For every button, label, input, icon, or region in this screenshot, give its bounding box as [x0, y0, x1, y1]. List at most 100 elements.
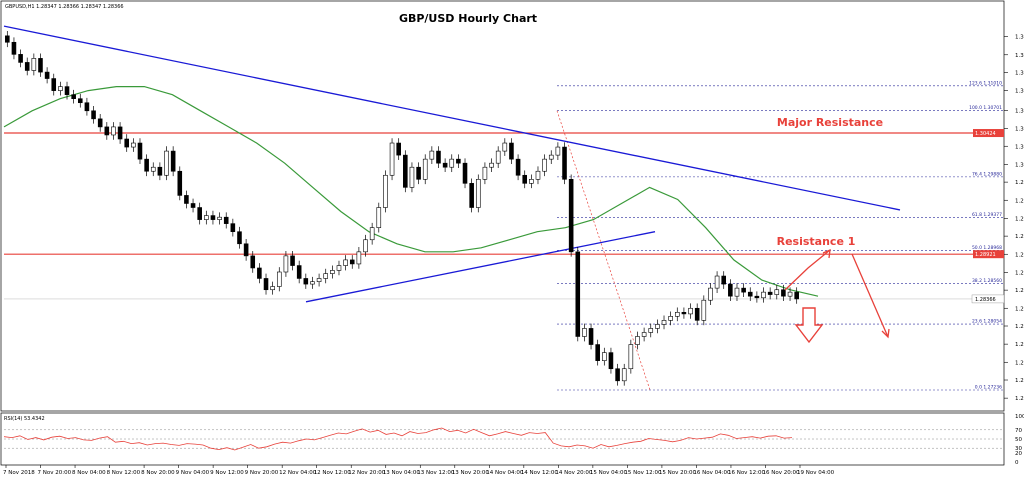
fib-connector-line [556, 110, 651, 391]
price-tick-label: 1.29365 [1015, 216, 1024, 222]
candle-body [270, 286, 275, 291]
down-arrow-head [881, 328, 890, 339]
price-axis: 1.31620 1.31395 1.31175 1.30950 1.30705 1.304… [1004, 35, 1024, 402]
candle-body [170, 150, 176, 172]
resistance-price-tag [973, 250, 1004, 259]
candle-body [363, 239, 368, 253]
rsi-line [3, 427, 793, 451]
price-tick-label: 1.27580 [1015, 360, 1024, 366]
candle-body [11, 41, 17, 55]
price-tick-label: 1.29590 [1015, 198, 1024, 204]
price-tick-label: 1.29815 [1015, 180, 1024, 186]
price-tick-label: 1.31175 [1015, 71, 1024, 77]
rsi-panel-frame [0, 412, 1005, 466]
candle-body [144, 158, 149, 172]
candle-body [728, 283, 733, 297]
moving-average-line [3, 85, 819, 297]
time-tick-label: 15 Nov 04:00 [590, 470, 628, 476]
fib-level-label: 50.0 1.28968 [972, 245, 1002, 251]
candle-body [741, 287, 746, 293]
ascending-trendline [305, 231, 656, 303]
fib-level-label: 23.6 1.28054 [972, 319, 1002, 325]
candle-body [529, 179, 534, 184]
candle-body [754, 295, 760, 299]
candle-body [708, 287, 713, 301]
moving-average [3, 85, 819, 297]
current-price-tag [971, 294, 1005, 304]
candle-body [661, 320, 667, 325]
candle-body [568, 179, 574, 253]
candle-body [621, 368, 627, 382]
candle-body [562, 146, 567, 180]
candle-body [522, 174, 528, 184]
candle-body [787, 291, 793, 297]
price-tick-label: 1.31395 [1015, 53, 1024, 59]
candle-body [303, 278, 309, 285]
candle-body [515, 158, 521, 176]
price-tick-label: 1.28475 [1015, 288, 1024, 294]
trendlines [3, 25, 901, 303]
candle-body [681, 312, 687, 315]
candle-body [396, 142, 401, 156]
candle-body [150, 166, 156, 172]
time-tick-label: 9 Nov 20:00 [245, 470, 279, 476]
candle-body [177, 170, 183, 196]
resistance-price-tag [973, 129, 1004, 138]
rsi-series [3, 427, 793, 451]
chart-title: GBP/USD Hourly Chart [399, 12, 537, 25]
candle-body [767, 291, 773, 295]
candle-body [104, 126, 110, 136]
price-tick-label: 1.30260 [1015, 144, 1024, 150]
fib-level-label: 76.4 1.29880 [972, 171, 1002, 177]
price-panel-frame [0, 0, 1005, 412]
candle-body [628, 344, 634, 370]
price-tick-label: 1.30950 [1015, 89, 1024, 95]
descending-trendline [3, 25, 901, 211]
candle-body [449, 158, 455, 168]
time-tick-label: 8 Nov 20:00 [141, 470, 175, 476]
time-tick-label: 16 Nov 12:00 [728, 470, 766, 476]
candle-body [602, 352, 607, 361]
time-tick-label: 15 Nov 12:00 [624, 470, 662, 476]
time-tick-label: 13 Nov 04:00 [383, 470, 421, 476]
resistance-price-label: 1.30424 [975, 131, 996, 137]
candle-body [734, 287, 740, 297]
time-tick-label: 8 Nov 12:00 [107, 470, 141, 476]
time-tick-label: 14 Nov 04:00 [486, 470, 524, 476]
time-tick-label: 8 Nov 04:00 [72, 470, 106, 476]
fib-level-label: 38.2 1.28560 [972, 278, 1002, 284]
price-tick-label: 1.27805 [1015, 342, 1024, 348]
candle-body [535, 170, 541, 180]
time-tick-label: 16 Nov 04:00 [693, 470, 731, 476]
candle-body [77, 98, 83, 104]
candle-body [44, 71, 50, 79]
fib-level-label: 100.0 1.30701 [969, 105, 1002, 111]
candle-body [761, 291, 766, 299]
candle-body [422, 158, 428, 180]
candle-body [217, 216, 222, 220]
candle-body [257, 267, 262, 279]
price-tick-label: 1.27360 [1015, 378, 1024, 384]
candle-body [276, 271, 282, 287]
candle-body [111, 126, 116, 136]
price-tick-label: 1.30035 [1015, 162, 1024, 168]
candle-body [714, 275, 720, 289]
candle-body [243, 243, 249, 257]
candle-body [223, 216, 229, 224]
chart-header: GBPUSD,H1 1.28347 1.28366 1.28347 1.2836… [5, 4, 124, 10]
candle-body [575, 251, 581, 337]
price-tick-label: 1.28030 [1015, 324, 1024, 330]
candle-body [263, 278, 269, 291]
rsi-tick-label: 50 [1015, 437, 1022, 443]
time-tick-label: 7 Nov 2018 [3, 470, 35, 476]
candle-body [91, 110, 96, 120]
candles [5, 30, 799, 386]
fibonacci-levels: 123.6 1.31010 100.0 1.30701 76.4 1.29880 61… [556, 80, 1004, 391]
candle-body [316, 278, 322, 282]
rsi-tick-label: 100 [1015, 414, 1024, 420]
candle-body [323, 273, 329, 279]
candle-body [688, 307, 693, 315]
candle-body [71, 94, 76, 99]
candle-body [674, 312, 680, 317]
